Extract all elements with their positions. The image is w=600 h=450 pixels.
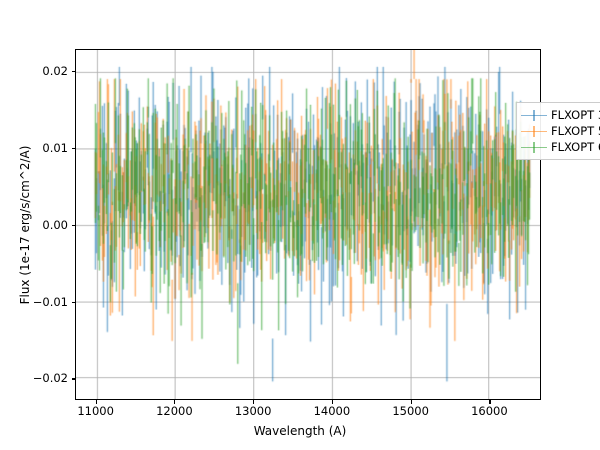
y-tick-label: −0.01 [32, 294, 68, 309]
x-tick-label: 15000 [392, 404, 429, 418]
y-tick-label: 0.02 [42, 64, 68, 79]
x-axis-tick-labels: 11000 12000 13000 14000 15000 16000 [0, 404, 600, 424]
y-tick-mark [71, 224, 75, 226]
y-tick-label: −0.02 [32, 371, 68, 386]
y-axis-title: Flux (1e-17 erg/s/cm^2/A) [18, 145, 32, 305]
legend-label: FLXOPT 67 [551, 140, 600, 154]
x-tick-label: 16000 [471, 404, 508, 418]
errorbar-marker-icon [521, 140, 547, 154]
legend-item-flxopt-67[interactable]: FLXOPT 67 [521, 139, 600, 155]
legend-label: FLXOPT 50 [551, 124, 600, 138]
x-tick-mark [410, 400, 412, 404]
x-tick-label: 14000 [313, 404, 351, 418]
spectrum-data-layer [76, 50, 540, 399]
x-tick-label: 12000 [156, 404, 193, 418]
legend-label: FLXOPT 30 [551, 108, 600, 122]
y-axis-tick-labels: 0.02 0.01 0.00 −0.01 −0.02 [0, 0, 68, 450]
y-tick-label: 0.00 [42, 217, 68, 232]
x-tick-mark [489, 400, 491, 404]
x-tick-label: 13000 [234, 404, 272, 418]
y-tick-mark [71, 71, 75, 73]
legend-item-flxopt-50[interactable]: FLXOPT 50 [521, 123, 600, 139]
x-axis-title: Wavelength (A) [253, 424, 347, 438]
y-tick-mark [71, 148, 75, 150]
y-tick-label: 0.01 [42, 141, 68, 156]
x-tick-label: 11000 [77, 404, 114, 418]
plot-area: FLXOPT 30 FLXOPT 50 FLXOPT 67 [75, 49, 600, 400]
x-tick-mark [253, 400, 255, 404]
y-tick-mark [71, 378, 75, 380]
y-tick-mark [71, 301, 75, 303]
x-tick-mark [331, 400, 333, 404]
legend[interactable]: FLXOPT 30 FLXOPT 50 FLXOPT 67 [516, 102, 600, 160]
errorbar-marker-icon [521, 108, 547, 122]
x-tick-mark [174, 400, 176, 404]
legend-item-flxopt-30[interactable]: FLXOPT 30 [521, 107, 600, 123]
x-tick-mark [95, 400, 97, 404]
errorbar-marker-icon [521, 124, 547, 138]
